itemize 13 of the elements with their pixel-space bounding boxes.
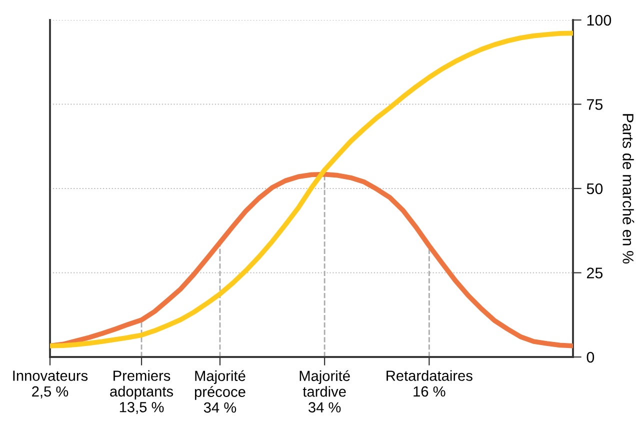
y2-tick-label: 75 bbox=[586, 99, 603, 110]
x-tick-label: Premiers adoptants 13,5 % bbox=[110, 370, 174, 414]
y2-tick-label: 25 bbox=[586, 268, 603, 278]
y2-axis-title: Parts de marché en % bbox=[622, 114, 634, 264]
x-tick-label: Retardataires 16 % bbox=[386, 370, 472, 397]
y2-tick-label: 0 bbox=[586, 352, 594, 363]
line-series bbox=[50, 30, 573, 348]
x-tick-label: Majorité précoce 34 % bbox=[194, 370, 246, 413]
x-tick-label: Majorité tardive 34 % bbox=[300, 370, 350, 412]
y2-tick-label: 50 bbox=[586, 183, 603, 194]
x-tick-label: Innovateurs 2,5 % bbox=[13, 370, 88, 398]
y2-tick-label: 100 bbox=[587, 14, 612, 26]
line-series bbox=[50, 172, 573, 348]
